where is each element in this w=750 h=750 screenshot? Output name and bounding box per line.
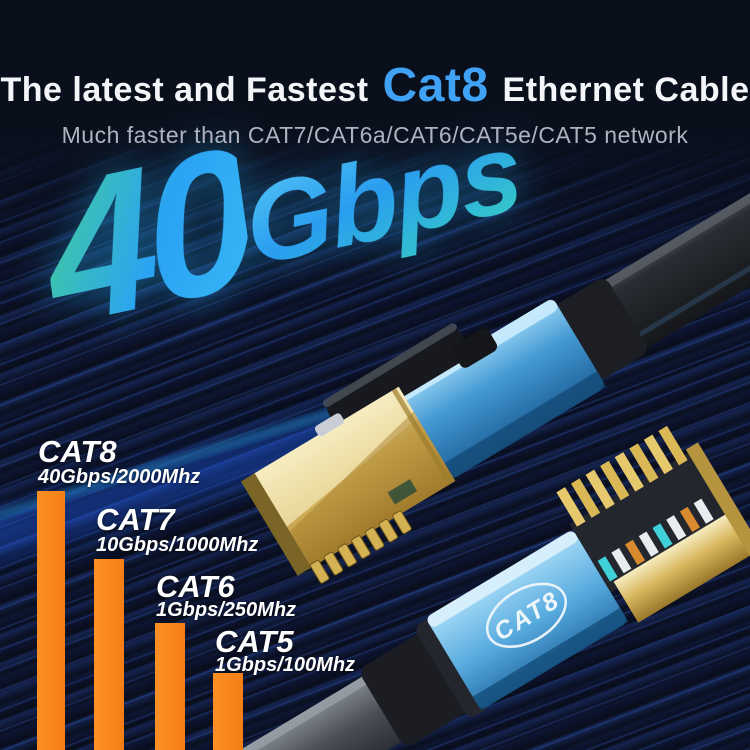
subtitle: Much faster than CAT7/CAT6a/CAT6/CAT5e/C… [61, 122, 689, 148]
latch-clip [322, 323, 498, 429]
bar-cat6 [155, 623, 185, 750]
bar-cat5 [213, 673, 243, 750]
category-label: CAT5 [215, 624, 294, 659]
hero-header: The latest and Fastest Cat8 Ethernet Cab… [0, 58, 750, 149]
bar-cat7 [94, 559, 124, 750]
cat8-connector-upper [240, 51, 750, 584]
category-label: CAT7 [96, 502, 175, 537]
connector-print-oval [485, 582, 567, 649]
category-spec: 10Gbps/1000Mhz [96, 534, 259, 556]
category-spec: 1Gbps/100Mhz [215, 654, 356, 676]
connector-body-upper [399, 300, 604, 478]
title-prefix: The latest and Fastest [0, 71, 369, 109]
category-spec: 40Gbps/2000Mhz [38, 466, 201, 488]
bar-cat8 [37, 491, 65, 750]
title-highlight-cat8: Cat8 [382, 59, 489, 112]
cat8-connector-lower: CAT8 [138, 425, 750, 750]
gold-contacts-lower [556, 425, 750, 623]
category-spec: 1Gbps/250Mhz [156, 599, 297, 621]
flat-cable-upper [591, 51, 750, 357]
connector-body-lower [427, 531, 626, 708]
flat-cable-lower [138, 664, 423, 750]
category-label: CAT6 [156, 569, 235, 604]
title-suffix: Ethernet Cable [502, 71, 750, 109]
gold-plug-head [240, 386, 456, 584]
category-label: CAT8 [38, 434, 117, 469]
page-title: The latest and Fastest Cat8 Ethernet Cab… [0, 58, 750, 113]
strain-relief-upper [557, 279, 647, 379]
